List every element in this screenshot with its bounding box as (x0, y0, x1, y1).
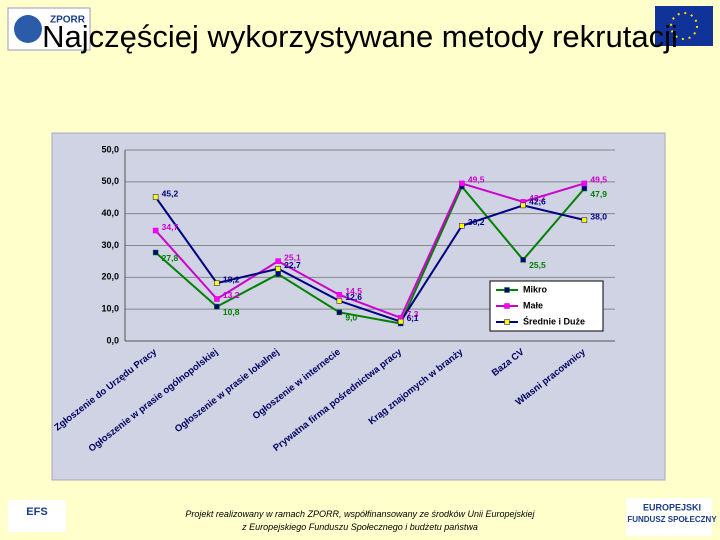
y-tick-label: 40,0 (101, 208, 119, 218)
marker (520, 257, 526, 263)
legend-marker (504, 319, 510, 325)
data-label: 25,5 (529, 260, 546, 270)
marker (214, 296, 220, 302)
efs-right-2: FUNDUSZ SPOŁECZNY (627, 515, 717, 524)
legend-label: Średnie i Duże (523, 315, 585, 326)
y-tick-label: 50,0 (101, 144, 119, 154)
marker (336, 292, 343, 298)
marker (520, 202, 526, 209)
data-label: 49,5 (468, 175, 485, 185)
data-label: 42,6 (529, 197, 546, 207)
data-label: 43,7 (529, 193, 546, 203)
y-tick-label: 30,0 (101, 240, 119, 250)
data-label: 47,9 (590, 189, 607, 199)
marker (459, 180, 465, 187)
data-label: 12,6 (345, 292, 362, 302)
marker (152, 194, 159, 200)
series-line (154, 196, 585, 323)
data-label: 18,2 (223, 274, 240, 284)
legend-marker (504, 287, 510, 293)
legend-label: Małe (523, 300, 543, 310)
marker (336, 298, 343, 304)
eu-stars (670, 12, 698, 40)
series-line (154, 184, 586, 325)
data-label: 38,0 (590, 211, 607, 221)
efs-right-box (626, 498, 712, 536)
marker (275, 258, 281, 264)
data-label: 7,3 (407, 309, 419, 319)
data-label: 10,8 (223, 307, 240, 317)
legend-label: Mikro (523, 284, 548, 294)
marker (275, 271, 281, 277)
marker (581, 180, 588, 187)
data-label: 49,5 (590, 175, 607, 185)
data-label: 22,7 (284, 260, 301, 270)
marker (459, 223, 465, 229)
footer-line: Projekt realizowany w ramach ZPORR, wspó… (185, 509, 535, 519)
y-tick-label: 10,0 (101, 304, 119, 314)
y-tick-label: 0,0 (106, 335, 119, 345)
data-label: 45,2 (162, 188, 179, 198)
series-line (154, 182, 585, 320)
marker (275, 265, 281, 272)
footer: Projekt realizowany w ramach ZPORR, wspó… (150, 508, 570, 534)
footer-line: z Europejskiego Funduszu Społecznego i b… (242, 522, 478, 532)
data-label: 9,0 (345, 313, 357, 323)
efs-right-1: EUROPEJSKI (643, 502, 701, 512)
marker (152, 249, 159, 256)
data-label: 34,7 (162, 222, 179, 232)
marker (581, 217, 588, 223)
efs-logo-box (8, 500, 66, 532)
data-label: 13,2 (223, 290, 240, 300)
title: Najczęściej wykorzystywane metody rekrut… (42, 19, 678, 54)
marker (336, 309, 343, 316)
data-label: 6,1 (407, 313, 419, 323)
marker (397, 318, 404, 325)
data-label: 25,1 (284, 252, 301, 262)
logo-icon (14, 15, 42, 43)
marker (581, 185, 588, 192)
data-label: 36,2 (468, 217, 485, 227)
data-label: 14,5 (345, 286, 362, 296)
eu-flag (655, 6, 713, 46)
data-label: 27,8 (162, 253, 179, 263)
marker (214, 280, 220, 286)
logo-text: ZPORR (50, 15, 86, 26)
y-tick-label: 20,0 (101, 272, 119, 282)
marker (214, 303, 220, 310)
y-tick-label: 50,0 (101, 176, 119, 186)
marker (152, 227, 159, 234)
legend-marker (504, 303, 510, 309)
efs-logo: EFS (26, 506, 47, 518)
